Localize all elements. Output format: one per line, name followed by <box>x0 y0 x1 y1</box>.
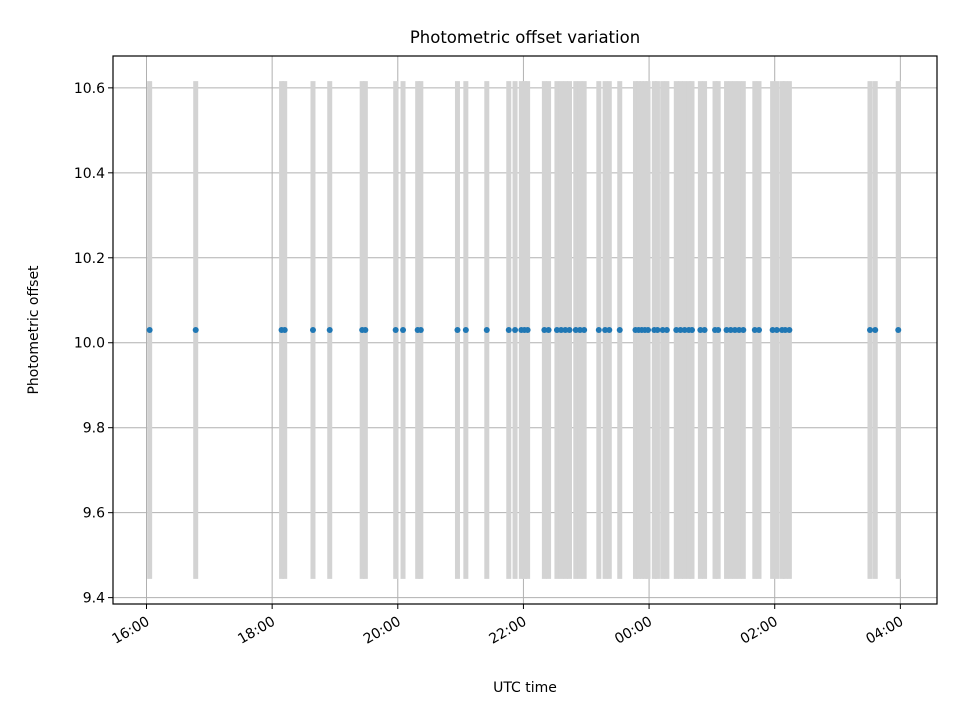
data-point <box>681 327 688 333</box>
data-point <box>281 327 288 333</box>
plot-frame <box>112 55 938 605</box>
data-point <box>576 327 583 333</box>
y-axis-label: Photometric offset <box>26 265 42 395</box>
data-point <box>462 327 469 333</box>
data-point <box>146 327 153 333</box>
data-point <box>673 327 680 333</box>
data-point <box>697 327 704 333</box>
data-point <box>740 327 747 333</box>
data-point <box>512 327 519 333</box>
data-point <box>417 327 424 333</box>
y-tick-label: 10.6 <box>74 81 105 97</box>
y-tick-label: 10.2 <box>74 251 105 267</box>
data-point <box>566 327 573 333</box>
data-point <box>727 327 734 333</box>
chart-title: Photometric offset variation <box>410 28 640 47</box>
y-axis-ticks: 9.4 9.6 9.8 10.0 10.2 10.4 10.6 <box>74 81 113 607</box>
data-point <box>645 327 652 333</box>
data-point <box>309 327 316 333</box>
data-points <box>146 327 902 333</box>
y-tick-label: 10.0 <box>74 336 105 352</box>
data-point <box>866 327 873 333</box>
data-point <box>782 327 789 333</box>
x-axis-label: UTC time <box>493 680 557 696</box>
data-point <box>595 327 602 333</box>
data-point <box>400 327 407 333</box>
y-tick-label: 9.8 <box>83 421 105 437</box>
data-point <box>773 327 780 333</box>
y-tick-label: 10.4 <box>74 166 105 182</box>
data-point <box>558 327 565 333</box>
data-point <box>654 327 661 333</box>
y-tick-label: 9.4 <box>83 591 105 607</box>
data-point <box>756 327 763 333</box>
data-point <box>731 327 738 333</box>
data-point <box>581 327 588 333</box>
data-point <box>723 327 730 333</box>
y-tick-label: 9.6 <box>83 506 105 522</box>
data-point <box>326 327 333 333</box>
data-point <box>786 327 793 333</box>
data-point <box>616 327 623 333</box>
data-point <box>192 327 199 333</box>
data-point <box>715 327 722 333</box>
data-point <box>769 327 776 333</box>
data-point <box>606 327 613 333</box>
data-point <box>688 327 695 333</box>
data-point <box>572 327 579 333</box>
data-point <box>541 327 548 333</box>
data-point <box>392 327 399 333</box>
data-point <box>362 327 369 333</box>
data-point <box>545 327 552 333</box>
data-point <box>454 327 461 333</box>
data-point <box>524 327 531 333</box>
data-point <box>677 327 684 333</box>
data-point <box>483 327 490 333</box>
data-point <box>562 327 569 333</box>
data-point <box>751 327 758 333</box>
data-point <box>602 327 609 333</box>
data-point <box>736 327 743 333</box>
data-point <box>872 327 879 333</box>
data-point <box>659 327 666 333</box>
data-point <box>553 327 560 333</box>
data-point <box>505 327 512 333</box>
data-point <box>701 327 708 333</box>
data-point <box>895 327 902 333</box>
data-point <box>663 327 670 333</box>
